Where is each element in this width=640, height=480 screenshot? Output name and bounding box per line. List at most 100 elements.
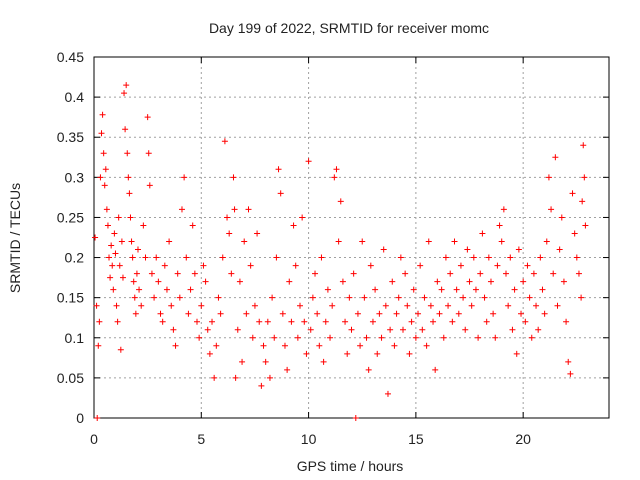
data-point: [423, 342, 430, 349]
data-point: [204, 326, 211, 333]
data-point: [492, 334, 499, 341]
data-point: [290, 222, 297, 229]
y-tick-label: 0.15: [57, 290, 84, 306]
axis-ticks: [93, 56, 609, 419]
data-point: [191, 270, 198, 277]
data-point: [178, 206, 185, 213]
data-point: [494, 262, 501, 269]
data-point: [554, 302, 561, 309]
data-point: [98, 130, 105, 137]
y-tick-labels: 0 0.05 0.1 0.15 0.2 0.25 0.3 0.35 0.4 0.45: [57, 49, 84, 426]
data-point: [260, 342, 267, 349]
data-point: [159, 318, 166, 325]
data-point: [114, 318, 121, 325]
data-point: [134, 246, 141, 253]
data-point: [126, 190, 133, 197]
data-point: [172, 342, 179, 349]
data-point: [236, 278, 243, 285]
data-point: [140, 222, 147, 229]
data-point: [239, 358, 246, 365]
data-point: [533, 302, 540, 309]
data-point: [168, 302, 175, 309]
data-point: [153, 254, 160, 261]
data-point: [110, 286, 117, 293]
data-point: [230, 174, 237, 181]
data-point: [294, 334, 301, 341]
data-point: [449, 318, 456, 325]
data-point: [243, 310, 250, 317]
data-point: [133, 270, 140, 277]
data-point: [155, 278, 162, 285]
data-point: [406, 350, 413, 357]
data-point: [451, 238, 458, 245]
data-point: [215, 294, 222, 301]
data-point: [462, 326, 469, 333]
y-axis-label: SRMTID / TECUs: [7, 183, 23, 293]
data-point: [95, 342, 102, 349]
data-point: [518, 310, 525, 317]
data-point: [333, 166, 340, 173]
x-tick-label: 15: [408, 431, 424, 447]
data-point: [118, 238, 125, 245]
data-point: [297, 302, 303, 309]
data-point: [249, 334, 256, 341]
data-point: [266, 374, 273, 381]
data-point: [466, 278, 473, 285]
data-point: [102, 166, 109, 173]
data-point: [99, 111, 106, 118]
data-point: [181, 174, 188, 181]
data-point: [194, 318, 200, 325]
data-point: [94, 415, 101, 421]
data-point: [402, 270, 409, 277]
data-point: [106, 254, 113, 261]
data-point: [567, 370, 574, 377]
data-point: [331, 174, 338, 181]
data-point: [515, 246, 522, 253]
data-point: [209, 318, 216, 325]
y-tick-label: 0.45: [57, 49, 84, 65]
data-point: [569, 190, 576, 197]
data-point: [151, 294, 158, 301]
data-point: [103, 206, 110, 213]
y-tick-label: 0.1: [65, 330, 85, 346]
data-point: [129, 254, 136, 261]
data-point: [117, 346, 124, 353]
data-point: [136, 286, 143, 293]
x-tick-labels: 0 5 10 15 20: [90, 431, 531, 447]
data-point: [415, 310, 422, 317]
data-point: [410, 286, 417, 293]
data-point: [125, 174, 132, 181]
data-point: [354, 310, 361, 317]
x-tick-label: 5: [197, 431, 205, 447]
data-point: [571, 230, 578, 237]
data-point: [231, 206, 238, 213]
data-point: [507, 254, 514, 261]
data-point: [374, 350, 381, 357]
data-point: [251, 302, 258, 309]
data-point: [455, 310, 462, 317]
data-point: [481, 294, 488, 301]
data-point: [166, 238, 173, 245]
data-point: [485, 254, 492, 261]
data-point: [550, 270, 557, 277]
data-point: [241, 238, 248, 245]
data-point: [254, 230, 261, 237]
data-point: [520, 278, 527, 285]
data-point: [245, 206, 252, 213]
data-point: [189, 222, 196, 229]
data-point: [93, 302, 100, 309]
data-point: [108, 242, 115, 249]
data-point: [427, 302, 434, 309]
data-point: [228, 270, 235, 277]
scatter-points: [92, 82, 589, 421]
data-point: [224, 214, 231, 221]
data-point: [131, 294, 138, 301]
data-point: [339, 278, 346, 285]
data-point: [211, 374, 218, 381]
data-point: [552, 154, 559, 161]
data-point: [483, 318, 490, 325]
data-point: [496, 222, 503, 229]
data-point: [535, 326, 542, 333]
data-point: [123, 82, 130, 89]
